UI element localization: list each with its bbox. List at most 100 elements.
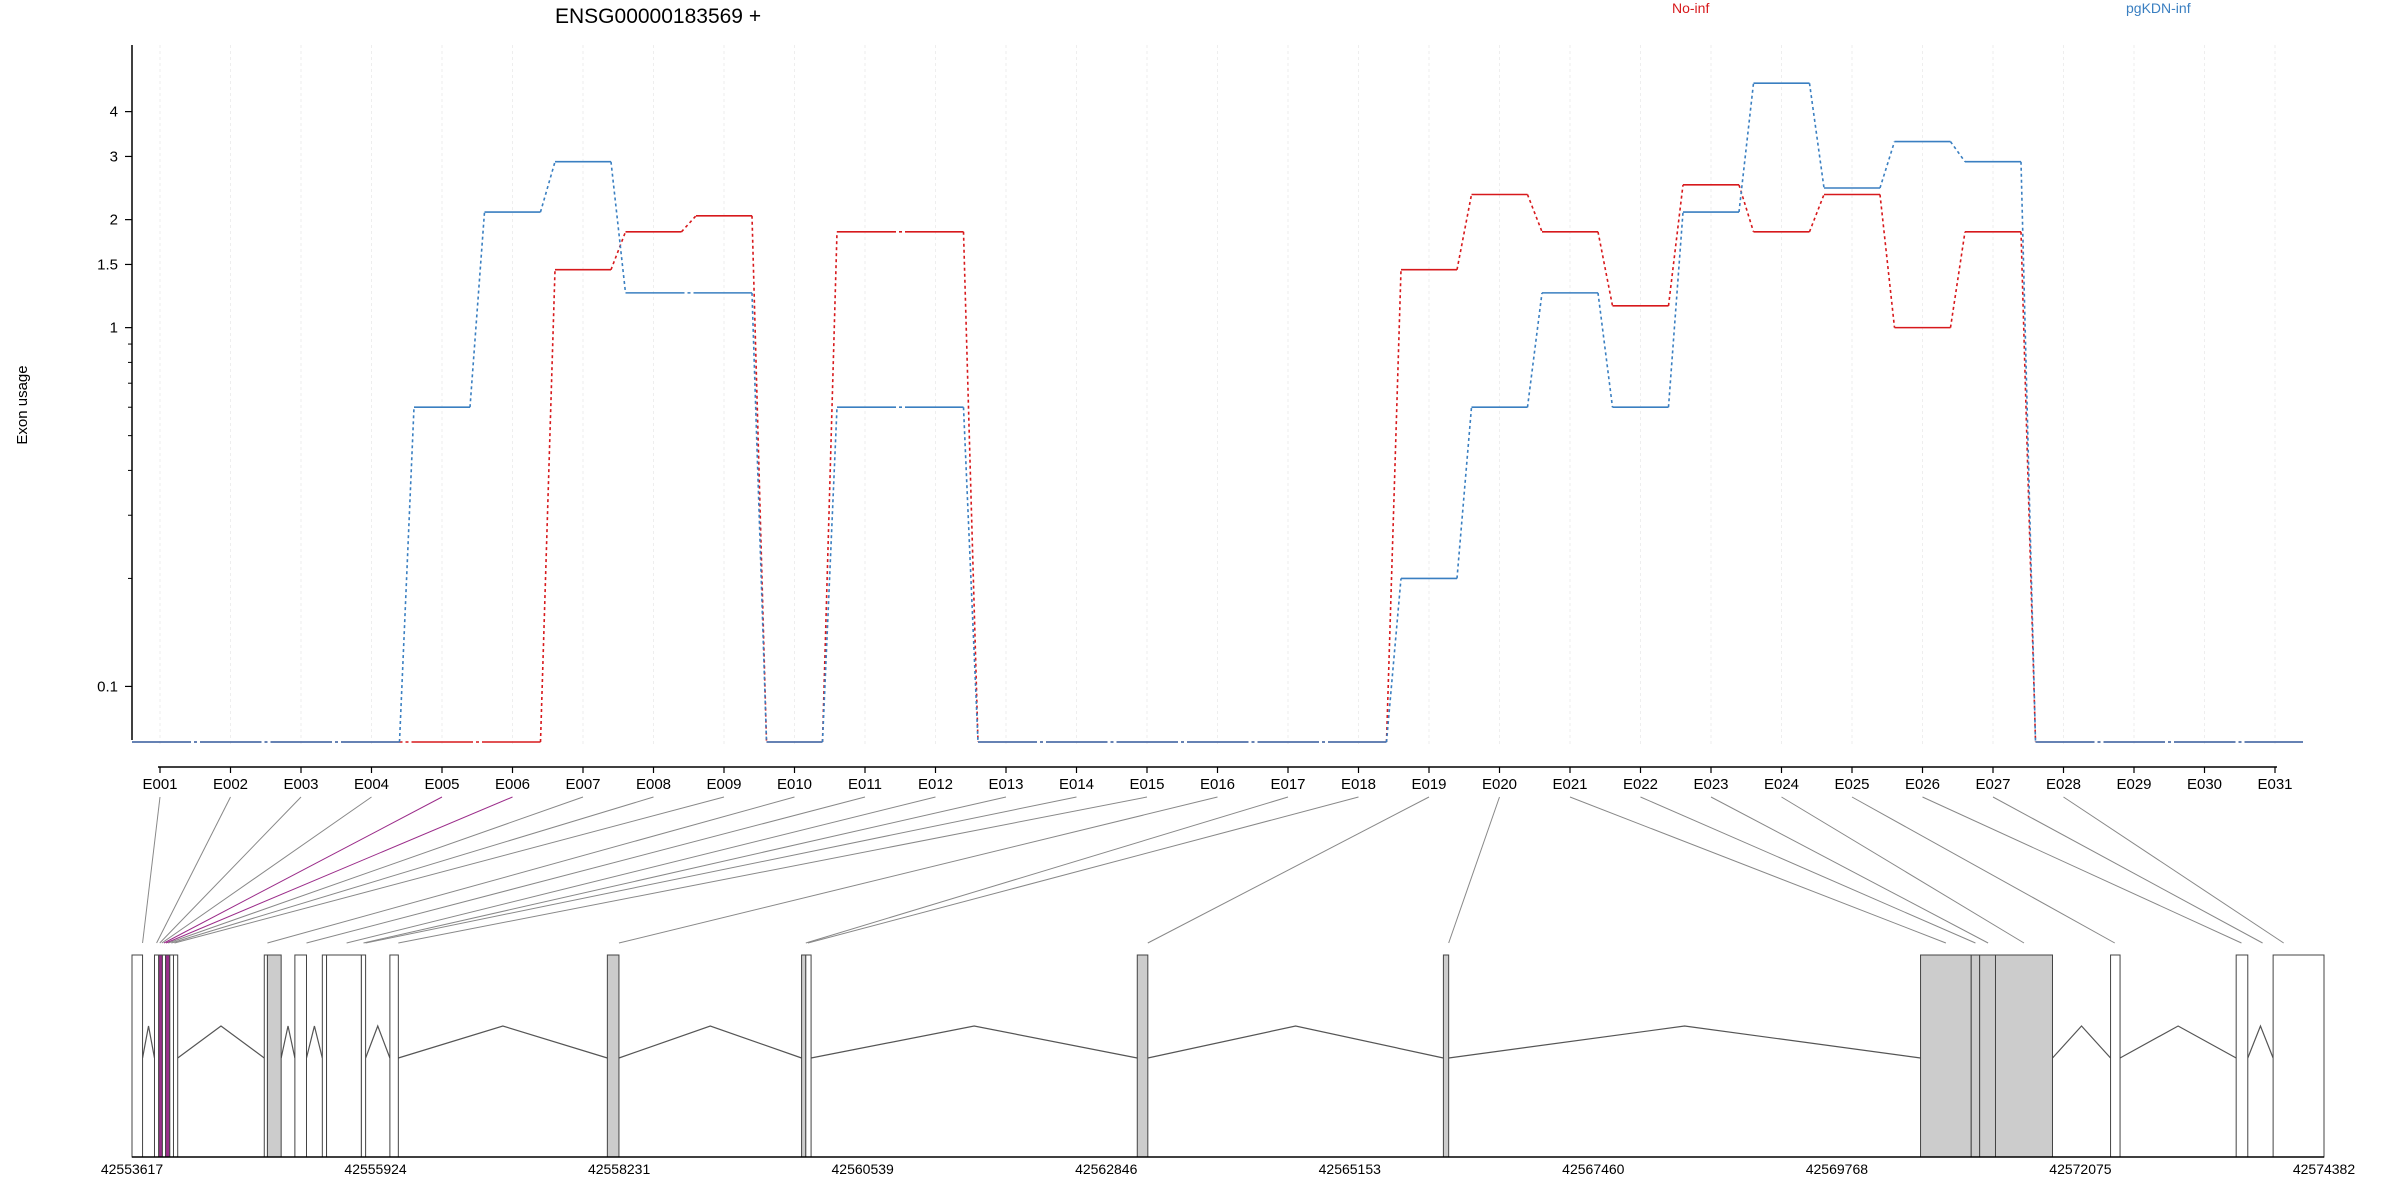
x-tick-label: E003 [283, 776, 318, 793]
x-tick-label: E005 [424, 776, 459, 793]
exon-bin [1920, 954, 1972, 1158]
y-tick-label: 0.1 [97, 678, 118, 695]
x-tick-label: E021 [1552, 776, 1587, 793]
exon-link-line [174, 796, 725, 944]
exon-link-line [1781, 796, 2025, 944]
x-tick-label: E028 [2046, 776, 2081, 793]
exon-link-line [365, 796, 1077, 944]
exon-bin [158, 954, 163, 1158]
x-tick-label: E023 [1693, 776, 1728, 793]
data-line-segment [821, 407, 838, 743]
data-line-segment [962, 231, 979, 743]
exon-link-line [1992, 796, 2263, 944]
exon-link-line [306, 796, 866, 944]
x-tick-label: E001 [142, 776, 177, 793]
data-line-segment [680, 215, 697, 233]
exon-link-line [267, 796, 795, 944]
exon-bin [266, 954, 282, 1158]
x-tick-label: E009 [706, 776, 741, 793]
exon-bin [360, 954, 367, 1158]
exon-link-line [1851, 796, 2116, 944]
exon-bin [153, 954, 160, 1158]
data-line-segment [1456, 194, 1473, 270]
exon-bin [1442, 954, 1450, 1158]
x-tick-label: E006 [495, 776, 530, 793]
exon-link-line [346, 796, 936, 944]
exon-link-line [163, 796, 443, 944]
exon-link-line [165, 796, 513, 944]
genomic-coordinate-label: 42574382 [2293, 1161, 2356, 1177]
x-tick-label: E020 [1482, 776, 1517, 793]
legend-label-pgkdn-inf: pgKDN-inf [2126, 0, 2191, 16]
exon-link-line [1448, 796, 1500, 944]
data-line-segment [1385, 578, 1402, 743]
data-line-segment [1949, 231, 1966, 328]
data-line-segment [610, 231, 627, 271]
data-line-segment [1808, 194, 1825, 233]
x-tick-label: E011 [848, 776, 882, 793]
exon-bin [389, 954, 399, 1158]
exon-bin [321, 954, 328, 1158]
data-line-segment [2020, 231, 2037, 743]
data-line-segment [1738, 83, 1755, 213]
data-line-segment [610, 161, 627, 293]
data-line-segment [1597, 292, 1614, 408]
data-line-segment [1597, 231, 1614, 307]
x-tick-label: E008 [636, 776, 671, 793]
exon-bin [805, 954, 812, 1158]
exon-bin [1994, 954, 2053, 1158]
data-line-segment [398, 407, 415, 743]
x-tick-label: E015 [1129, 776, 1164, 793]
y-tick-label: 1.5 [97, 256, 118, 273]
x-tick-label: E022 [1623, 776, 1658, 793]
genomic-coordinate-label: 42558231 [588, 1161, 651, 1177]
exon-link-line [156, 796, 231, 944]
data-line-segment [469, 211, 486, 408]
data-line-segment [1526, 194, 1543, 233]
exon-bin [294, 954, 307, 1158]
x-tick-label: E026 [1905, 776, 1940, 793]
exon-link-line [161, 796, 372, 944]
x-tick-label: E018 [1341, 776, 1376, 793]
y-tick-label: 4 [110, 104, 118, 121]
data-line-segment [1385, 269, 1402, 743]
intron [1448, 1025, 1921, 1059]
data-line-segment [1949, 141, 1966, 163]
x-tick-label: E017 [1270, 776, 1305, 793]
data-line-segment [1526, 292, 1543, 408]
exon-bin [165, 954, 171, 1158]
exon-bin [169, 954, 174, 1158]
intron [398, 1025, 608, 1059]
exon-link-line [171, 796, 654, 944]
exon-link-line [159, 796, 302, 944]
data-line-segment [1667, 211, 1684, 408]
exon-bin [326, 954, 362, 1158]
intron [141, 1025, 156, 1059]
genomic-coordinate-label: 42569768 [1806, 1161, 1869, 1177]
intron [2247, 1024, 2274, 1059]
x-tick-label: E004 [354, 776, 389, 793]
x-tick-label: E019 [1411, 776, 1446, 793]
x-tick-label: E029 [2116, 776, 2151, 793]
exon-link-line [1147, 796, 1430, 944]
y-tick-label: 3 [110, 148, 118, 165]
exon-bin [2272, 954, 2325, 1158]
exon-link-line [1710, 796, 1989, 944]
intron [177, 1025, 265, 1059]
data-line-segment [2020, 161, 2037, 743]
genomic-coordinate-label: 42553617 [101, 1161, 164, 1177]
data-line-segment [751, 215, 768, 743]
exon-bin [1136, 954, 1149, 1158]
exon-bin [172, 954, 179, 1158]
series-pgkdn-inf [132, 82, 2303, 743]
genomic-coordinate-label: 42562846 [1075, 1161, 1138, 1177]
exon-bin [2235, 954, 2249, 1158]
exon-link-line [398, 796, 1148, 944]
data-line-segment [962, 407, 979, 743]
data-line-segment [1879, 141, 1896, 189]
data-line-segment [1808, 83, 1825, 189]
exon-bin [1979, 954, 1996, 1158]
exon-bin [131, 954, 144, 1158]
genomic-coordinate-label: 42565153 [1319, 1161, 1382, 1177]
genomic-coordinate-label: 42560539 [832, 1161, 895, 1177]
